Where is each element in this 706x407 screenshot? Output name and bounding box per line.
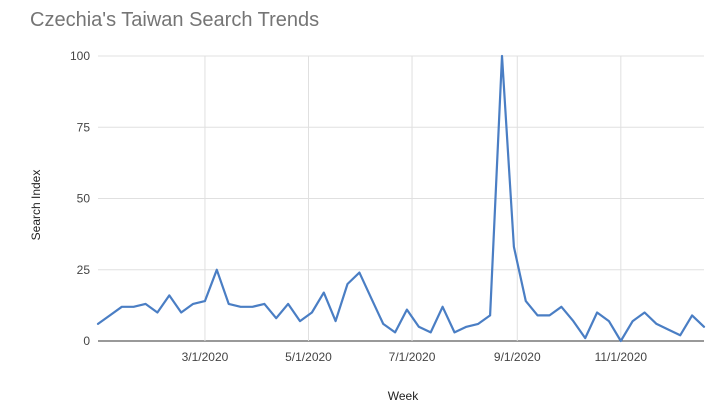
- x-tick-label: 9/1/2020: [494, 350, 541, 364]
- x-tick-label: 3/1/2020: [182, 350, 229, 364]
- y-tick-label: 25: [77, 263, 91, 277]
- y-tick-label: 0: [83, 334, 90, 348]
- grid: [98, 55, 704, 342]
- x-axis-label: Week: [388, 389, 419, 403]
- x-tick-label: 11/1/2020: [595, 350, 648, 364]
- series-layer: [96, 54, 706, 343]
- y-axis-label: Search Index: [29, 170, 43, 241]
- x-tick-label: 5/1/2020: [285, 350, 332, 364]
- y-tick-label: 75: [77, 120, 91, 134]
- y-tick-label: 50: [77, 192, 91, 206]
- chart-title: Czechia's Taiwan Search Trends: [30, 9, 319, 31]
- x-tick-label: 7/1/2020: [389, 350, 436, 364]
- x-axis-ticks: 3/1/2020 5/1/2020 7/1/2020 9/1/2020 11/1/202…: [182, 350, 648, 364]
- series-line: [96, 54, 706, 343]
- y-axis-ticks: 0 25 50 75 100: [70, 49, 90, 348]
- y-tick-label: 100: [70, 49, 90, 63]
